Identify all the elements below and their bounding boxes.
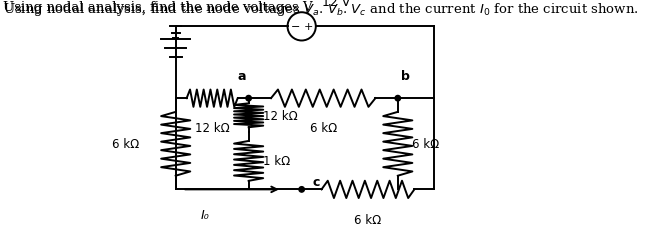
Text: Using nodal analysis, find the node voltages $V_a$. $V_b$. $V_c$ and the current: Using nodal analysis, find the node volt… [3, 1, 639, 18]
Text: c: c [312, 175, 320, 188]
Text: 12 V: 12 V [322, 0, 351, 9]
Ellipse shape [246, 96, 251, 101]
Text: 1 kΩ: 1 kΩ [263, 155, 290, 168]
Text: a: a [238, 70, 246, 83]
Text: b: b [401, 70, 410, 83]
Ellipse shape [395, 96, 400, 101]
Text: Using nodal analysis, find the node voltages V: Using nodal analysis, find the node volt… [3, 1, 313, 14]
Text: 12 kΩ: 12 kΩ [263, 109, 298, 122]
Text: 6 kΩ: 6 kΩ [354, 212, 382, 226]
Text: 6 kΩ: 6 kΩ [112, 138, 139, 151]
Ellipse shape [299, 187, 304, 192]
Text: +: + [304, 22, 313, 32]
Text: 6 kΩ: 6 kΩ [412, 138, 440, 151]
Text: 12 kΩ: 12 kΩ [195, 122, 229, 135]
Text: −: − [290, 22, 300, 32]
Text: I₀: I₀ [201, 208, 210, 221]
Text: 6 kΩ: 6 kΩ [310, 122, 337, 135]
